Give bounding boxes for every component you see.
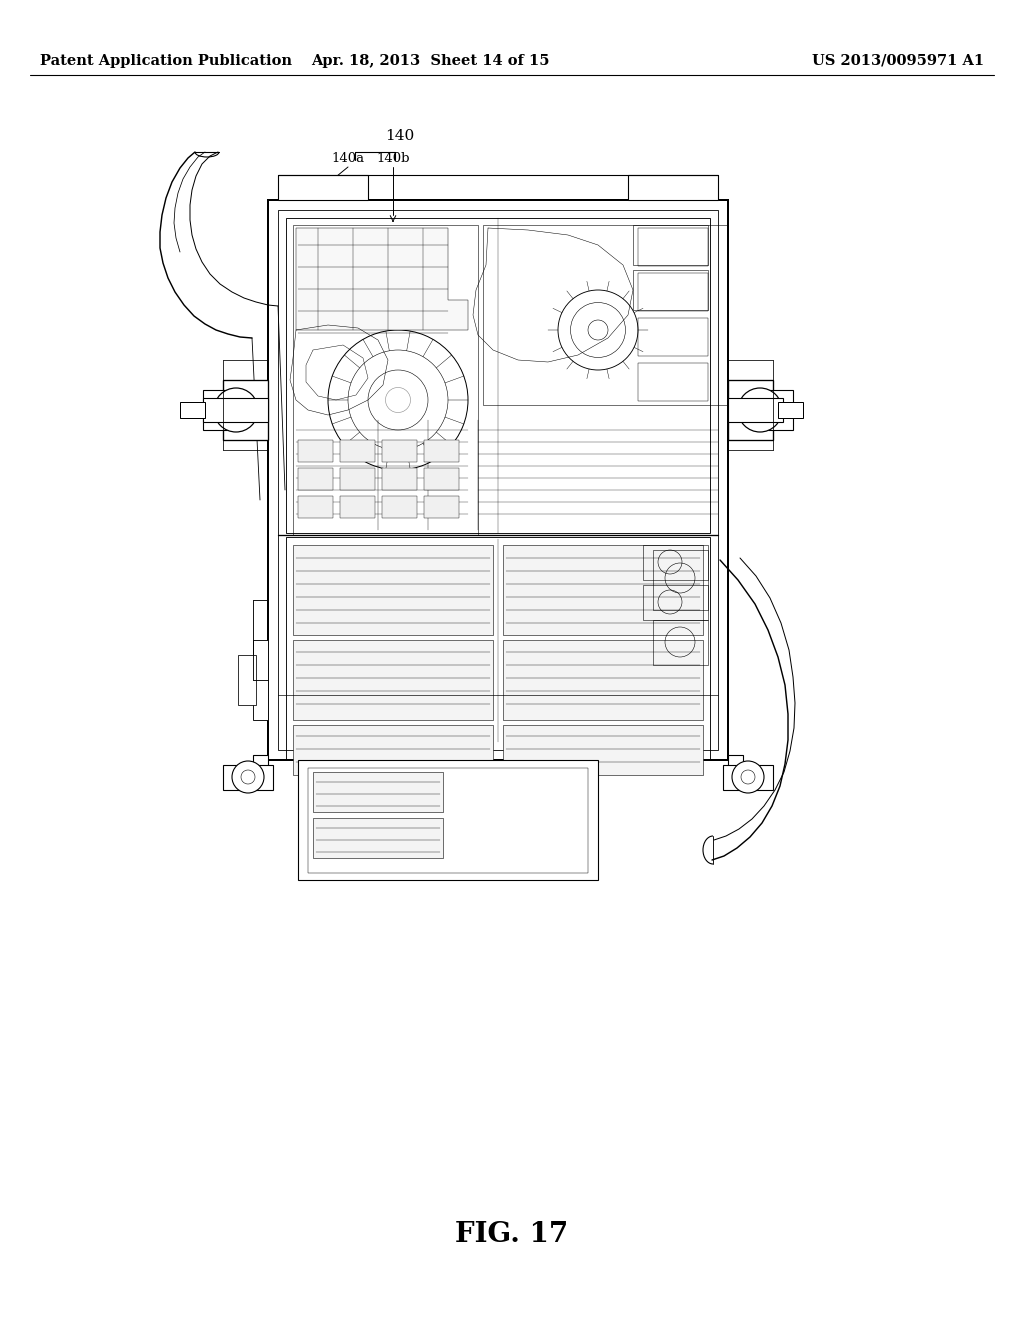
Bar: [340, 440, 375, 462]
Bar: [308, 768, 588, 873]
Bar: [728, 755, 743, 785]
Bar: [238, 655, 256, 705]
Bar: [313, 818, 443, 858]
Circle shape: [226, 400, 246, 420]
Text: 140a: 140a: [332, 152, 365, 165]
Bar: [180, 403, 205, 418]
Bar: [340, 469, 375, 490]
Bar: [628, 176, 718, 201]
Circle shape: [232, 762, 264, 793]
Bar: [723, 766, 773, 789]
Bar: [638, 318, 708, 356]
Bar: [638, 228, 708, 267]
Bar: [293, 545, 493, 635]
Bar: [503, 545, 703, 635]
Bar: [483, 224, 728, 405]
Bar: [268, 201, 728, 760]
Bar: [298, 440, 333, 462]
Bar: [503, 725, 703, 775]
Bar: [278, 210, 718, 750]
Bar: [633, 271, 708, 310]
Bar: [293, 224, 478, 535]
Circle shape: [741, 770, 755, 784]
Bar: [382, 496, 417, 517]
Bar: [728, 399, 783, 422]
Bar: [424, 440, 459, 462]
Circle shape: [732, 762, 764, 793]
Bar: [298, 496, 333, 517]
Bar: [633, 224, 708, 265]
Text: US 2013/0095971 A1: US 2013/0095971 A1: [812, 54, 984, 69]
Bar: [293, 640, 493, 719]
Circle shape: [214, 388, 258, 432]
Bar: [728, 380, 773, 440]
Bar: [424, 469, 459, 490]
Bar: [293, 725, 493, 775]
Bar: [253, 640, 268, 719]
Text: 140: 140: [385, 129, 415, 143]
Text: Patent Application Publication: Patent Application Publication: [40, 54, 292, 69]
Bar: [223, 766, 273, 789]
Bar: [203, 399, 268, 422]
Bar: [278, 176, 368, 201]
Bar: [643, 545, 708, 579]
Bar: [768, 389, 793, 430]
Bar: [778, 403, 803, 418]
Bar: [653, 620, 708, 665]
Bar: [643, 585, 708, 620]
Bar: [313, 772, 443, 812]
Bar: [638, 273, 708, 312]
Bar: [638, 363, 708, 401]
Bar: [223, 380, 268, 440]
Bar: [382, 469, 417, 490]
Text: FIG. 17: FIG. 17: [456, 1221, 568, 1249]
Bar: [298, 760, 598, 880]
Bar: [253, 755, 268, 785]
Text: 140b: 140b: [376, 152, 410, 165]
Bar: [382, 440, 417, 462]
Bar: [503, 640, 703, 719]
Bar: [286, 537, 710, 760]
Circle shape: [750, 400, 770, 420]
Bar: [653, 550, 708, 610]
Bar: [424, 496, 459, 517]
Polygon shape: [296, 228, 468, 330]
Bar: [298, 469, 333, 490]
Circle shape: [241, 770, 255, 784]
Bar: [203, 389, 228, 430]
Bar: [286, 218, 710, 533]
Bar: [340, 496, 375, 517]
Text: Apr. 18, 2013  Sheet 14 of 15: Apr. 18, 2013 Sheet 14 of 15: [310, 54, 549, 69]
Circle shape: [738, 388, 782, 432]
